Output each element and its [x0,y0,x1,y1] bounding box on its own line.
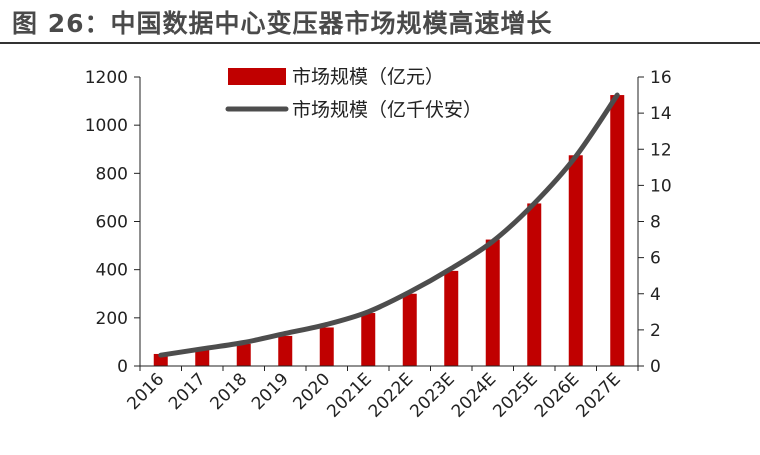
x-tick-label-2025E: 2025E [489,369,541,421]
line-point-2022E [407,289,412,294]
tick-label-left-1000: 1000 [85,116,128,136]
line-point-2025E [532,201,537,206]
legend-label-bar: 市场规模（亿元） [292,66,444,88]
title-rule [0,42,760,44]
bar-2021E [361,313,376,366]
tick-label-left-600: 600 [96,213,128,233]
axes: 0200400600800100012000246810121416201620… [85,68,672,422]
tick-label-left-400: 400 [96,261,128,281]
line-point-2024E [490,239,495,244]
bar-2020 [319,327,334,366]
tick-label-right-12: 12 [650,140,672,160]
legend: 市场规模（亿元） 市场规模（亿千伏安） [225,66,482,121]
tick-label-right-4: 4 [650,285,661,305]
line-series [158,92,620,358]
x-tick-label-2027E: 2027E [572,369,624,421]
bar-2027E [610,95,625,366]
x-tick-label-2022E: 2022E [365,369,417,421]
figure-title: 图 26：中国数据中心变压器市场规模高速增长 [12,9,553,38]
tick-label-right-0: 0 [650,357,661,377]
line-point-2019 [283,331,288,336]
legend-label-line: 市场规模（亿千伏安） [292,99,482,121]
x-tick-label-2021E: 2021E [323,369,375,421]
bar-2018 [236,343,251,366]
line-point-2023E [449,266,454,271]
tick-label-left-800: 800 [96,164,128,184]
x-tick-label-2026E: 2026E [531,369,583,421]
tick-label-right-6: 6 [650,249,661,269]
line-point-2021E [366,309,371,314]
series-line-path [158,92,620,358]
tick-label-left-0: 0 [117,357,128,377]
tick-label-left-200: 200 [96,309,128,329]
line-point-2018 [241,340,246,345]
line-point-2020 [324,322,329,327]
x-tick-label-2024E: 2024E [448,369,500,421]
tick-label-right-14: 14 [650,104,672,124]
x-tick-label-2016: 2016 [124,369,169,414]
bar-2022E [402,293,417,366]
line-point-2017 [200,346,205,351]
bar-2017 [195,349,210,366]
bar-series [153,95,625,366]
tick-label-right-8: 8 [650,213,661,233]
bar-2024E [485,239,500,366]
bar-2026E [568,155,583,366]
x-tick-label-2023E: 2023E [406,369,458,421]
tick-label-right-2: 2 [650,321,661,341]
line-point-2016 [158,353,163,358]
x-tick-label-2017: 2017 [165,369,210,414]
line-point-2027E [615,93,620,98]
bar-2025E [527,203,542,366]
bar-2023E [444,270,459,366]
legend-swatch-bar [228,68,286,85]
tick-label-right-16: 16 [650,68,672,88]
x-tick-label-2018: 2018 [207,369,252,414]
tick-label-left-1200: 1200 [85,68,128,88]
line-point-2026E [573,154,578,159]
bar-2019 [278,335,293,366]
x-tick-label-2019: 2019 [248,369,293,414]
tick-label-right-10: 10 [650,176,672,196]
